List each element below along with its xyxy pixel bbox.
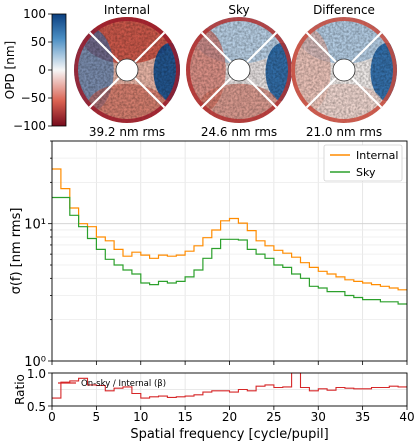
pupil-rim — [74, 17, 180, 123]
x-tick-label: 25 — [266, 410, 281, 424]
series-line-ratio — [52, 372, 407, 399]
colorbar-ticks: 100 50 0 −50 −100 — [13, 7, 52, 133]
series-line-internal — [52, 168, 407, 291]
series-line-sky — [52, 196, 407, 305]
legend: Internal Sky — [323, 144, 403, 182]
pupil-map-title: Sky — [228, 3, 249, 17]
x-tick-label: 15 — [177, 410, 192, 424]
pupil-central-obscuration — [227, 58, 251, 82]
y-tick-label: 10⁰ — [24, 355, 46, 370]
ratio-chart: 1.0 0.50 5 10 15 20 25 30 35 40 On-sky / Internal … — [13, 367, 415, 442]
legend-label: On-sky / Internal (β) — [81, 379, 166, 389]
x-tick-label: 0 — [48, 410, 56, 424]
pupil-map: Difference 21.0 nm rms — [291, 3, 397, 139]
pupil-rim — [291, 17, 397, 123]
x-axis-label: Spatial frequency [cycle/pupil] — [130, 427, 328, 442]
pupil-central-obscuration — [332, 58, 356, 82]
pupil-rim — [186, 17, 292, 123]
pupil-maps: Internal 39.2 nm rms Sky 24.6 nm rms Differe… — [74, 3, 397, 139]
y-tick-label: 10¹ — [24, 218, 46, 233]
y-tick-label: 1.0 — [27, 367, 46, 381]
x-tick-label: 35 — [355, 410, 370, 424]
colorbar-tick-label: 0 — [38, 63, 46, 77]
colorbar-tick-label: 50 — [31, 35, 46, 49]
x-tick-label: 5 — [93, 410, 101, 424]
pupil-map-rms: 24.6 nm rms — [201, 125, 277, 139]
y-axis-label: σ(f) [nm rms] — [9, 208, 24, 295]
colorbar: 100 50 0 −50 −100 OPD [nm] — [3, 7, 67, 133]
pupil-map-rms: 21.0 nm rms — [306, 125, 382, 139]
colorbar-tick-label: 100 — [23, 7, 46, 21]
colorbar-gradient — [51, 13, 67, 127]
pupil-central-obscuration — [115, 58, 139, 82]
legend: On-sky / Internal (β) — [58, 379, 166, 389]
y-axis-label: Ratio — [13, 374, 27, 405]
x-tick-label: 20 — [222, 410, 237, 424]
x-tick-label: 30 — [311, 410, 326, 424]
pupil-map: Internal 39.2 nm rms — [74, 3, 180, 139]
legend-label: Internal — [356, 149, 398, 162]
x-tick-label: 40 — [399, 410, 414, 424]
plot-frame — [51, 140, 408, 362]
colorbar-tick-label: −50 — [21, 91, 46, 105]
pupil-map: Sky 24.6 nm rms — [186, 3, 292, 139]
colorbar-label: OPD [nm] — [3, 41, 17, 99]
pupil-map-title: Difference — [313, 3, 375, 17]
y-tick-label: 0.5 — [27, 400, 46, 414]
pupil-map-rms: 39.2 nm rms — [89, 125, 165, 139]
legend-label: Sky — [356, 166, 376, 179]
colorbar-tick-label: −100 — [13, 119, 46, 133]
x-tick-label: 10 — [133, 410, 148, 424]
pupil-map-title: Internal — [104, 3, 150, 17]
